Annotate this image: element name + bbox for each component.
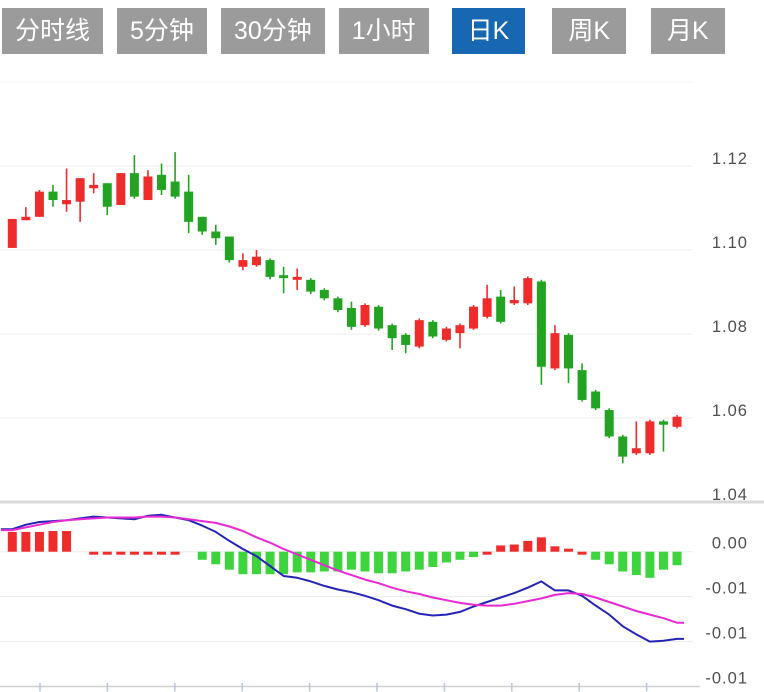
svg-text:1.06: 1.06 xyxy=(712,402,748,420)
svg-text:1.04: 1.04 xyxy=(712,486,748,504)
macd-gridlines xyxy=(0,551,700,688)
svg-text:-0.01: -0.01 xyxy=(705,625,748,643)
tab-monthly-k[interactable]: 月K xyxy=(651,8,725,54)
svg-text:1.08: 1.08 xyxy=(712,318,748,336)
tab-30min[interactable]: 30分钟 xyxy=(220,8,325,54)
price-gridlines xyxy=(0,81,764,504)
svg-text:1.12: 1.12 xyxy=(712,150,748,168)
tab-1hour[interactable]: 1小时 xyxy=(338,8,429,54)
macd-axis-labels: 0.00 -0.01 -0.01 -0.01 xyxy=(705,535,748,688)
tab-timeline[interactable]: 分时线 xyxy=(2,8,104,54)
svg-text:-0.01: -0.01 xyxy=(705,670,748,688)
x-axis-ticks xyxy=(39,683,648,692)
macd-histogram xyxy=(7,531,682,578)
svg-text:-0.01: -0.01 xyxy=(705,580,748,598)
candlesticks xyxy=(7,152,682,464)
svg-text:0.00: 0.00 xyxy=(712,535,748,553)
tab-daily-k[interactable]: 日K xyxy=(451,8,526,54)
timeframe-tabbar: 分时线 5分钟 30分钟 1小时 日K 周K 月K xyxy=(2,8,725,54)
price-axis-labels: 1.12 1.10 1.08 1.06 1.04 xyxy=(712,150,748,504)
macd-dif-dea-lines xyxy=(1,513,684,643)
tab-weekly-k[interactable]: 周K xyxy=(552,8,627,54)
svg-text:1.10: 1.10 xyxy=(712,234,748,252)
tab-5min[interactable]: 5分钟 xyxy=(117,8,207,54)
